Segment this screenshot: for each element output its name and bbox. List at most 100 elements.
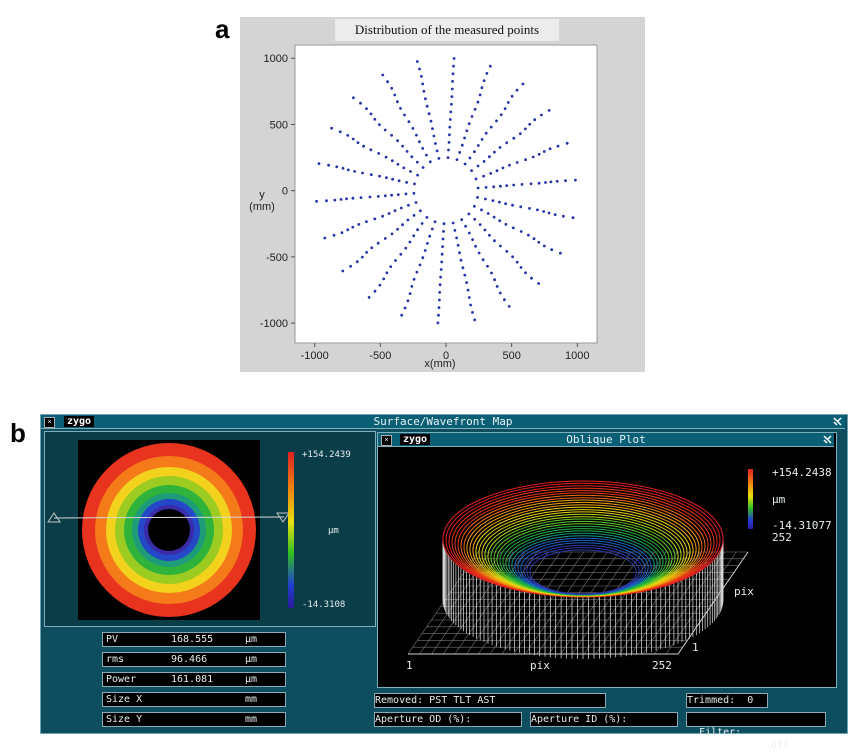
data-point: [399, 107, 402, 110]
data-point: [408, 292, 412, 295]
data-point: [488, 155, 491, 159]
oblique-close-icon[interactable]: ×: [381, 435, 392, 446]
data-point: [359, 101, 362, 105]
data-point: [486, 212, 490, 215]
x-tick-label: 500: [502, 350, 520, 362]
data-point: [524, 271, 527, 275]
data-point: [383, 237, 387, 240]
data-point: [520, 183, 524, 186]
data-point: [381, 73, 385, 77]
data-point: [491, 199, 495, 203]
aperture-id-text: Aperture ID (%):: [531, 714, 628, 725]
data-point: [420, 75, 423, 78]
x-tick-label: 1000: [565, 350, 589, 362]
figure-a-title: Distribution of the measured points: [335, 19, 559, 41]
data-point: [537, 181, 541, 185]
data-point: [465, 129, 469, 133]
filter-field[interactable]: Filter: Off: [686, 712, 826, 751]
data-point: [542, 150, 546, 153]
data-point: [369, 148, 373, 152]
aperture-od-field[interactable]: Aperture OD (%):: [374, 712, 522, 727]
data-point: [378, 123, 381, 126]
data-point: [519, 266, 523, 269]
data-point: [440, 260, 444, 264]
data-point: [429, 119, 433, 123]
data-point: [399, 206, 403, 210]
profile-line[interactable]: [44, 510, 294, 530]
data-point: [440, 252, 444, 256]
data-point: [515, 161, 519, 164]
pin-icon[interactable]: [832, 416, 843, 427]
data-point: [447, 141, 451, 144]
data-point: [415, 270, 419, 274]
data-point: [402, 166, 406, 170]
data-point: [499, 244, 502, 248]
data-point: [415, 160, 419, 164]
data-point: [465, 281, 468, 284]
color-scale-bar: [288, 452, 294, 608]
data-point: [476, 100, 480, 104]
data-point: [422, 89, 426, 93]
data-point: [474, 177, 478, 181]
data-point: [495, 169, 499, 173]
data-point: [450, 87, 454, 91]
ring-center-hole: [148, 509, 190, 551]
data-point: [471, 238, 474, 242]
data-point: [528, 207, 531, 210]
data-point: [400, 313, 404, 317]
stat-value: 96.466: [171, 654, 208, 665]
data-point: [421, 166, 425, 169]
data-point: [486, 264, 489, 268]
data-point: [473, 217, 477, 221]
stat-unit: mm: [245, 714, 258, 725]
oblique-x-axis-end: 252: [652, 659, 672, 672]
profile-start-handle-icon[interactable]: [47, 512, 61, 523]
removed-field: Removed: PST TLT AST: [374, 693, 606, 708]
y-tick-label: -1000: [260, 318, 288, 330]
data-point: [536, 208, 539, 212]
data-point: [564, 179, 567, 183]
data-point: [447, 148, 450, 152]
data-point: [396, 193, 400, 197]
data-point: [416, 173, 419, 177]
data-point: [505, 250, 509, 253]
window-close-icon[interactable]: ×: [44, 417, 55, 428]
y-axis-ticks: 1000 500 0 -500 -1000: [260, 53, 295, 330]
data-point: [365, 107, 368, 110]
data-point: [421, 256, 425, 260]
data-point: [467, 212, 471, 216]
surface-contours: [442, 480, 724, 598]
oblique-pin-icon[interactable]: [822, 434, 833, 445]
data-point: [449, 110, 453, 114]
y-tick-label: 1000: [264, 53, 288, 65]
data-point: [524, 127, 527, 131]
data-point: [416, 228, 419, 232]
oblique-plot-view[interactable]: [377, 432, 837, 688]
stat-unit: μm: [245, 674, 258, 685]
profile-end-handle-icon[interactable]: [276, 512, 290, 523]
data-point: [418, 140, 421, 144]
data-point: [425, 153, 428, 157]
data-point: [537, 240, 541, 244]
aperture-id-field[interactable]: Aperture ID (%):: [530, 712, 678, 727]
data-point: [542, 244, 546, 248]
plot-area: [294, 44, 598, 344]
data-point: [463, 162, 467, 166]
data-point: [476, 186, 480, 190]
data-point: [498, 291, 502, 295]
data-point: [464, 224, 467, 228]
data-point: [404, 246, 408, 250]
data-point: [473, 150, 476, 154]
stat-name: Size X: [106, 694, 143, 705]
data-point: [481, 258, 485, 262]
data-point: [548, 147, 552, 151]
data-point: [376, 241, 380, 245]
data-point: [346, 134, 350, 137]
data-point: [531, 155, 535, 159]
data-point: [435, 149, 439, 153]
data-point: [473, 107, 477, 111]
data-point: [430, 227, 434, 231]
scale-max-label: +154.2439: [302, 450, 351, 460]
x-tick-label: -500: [369, 350, 391, 362]
data-point: [351, 196, 355, 200]
